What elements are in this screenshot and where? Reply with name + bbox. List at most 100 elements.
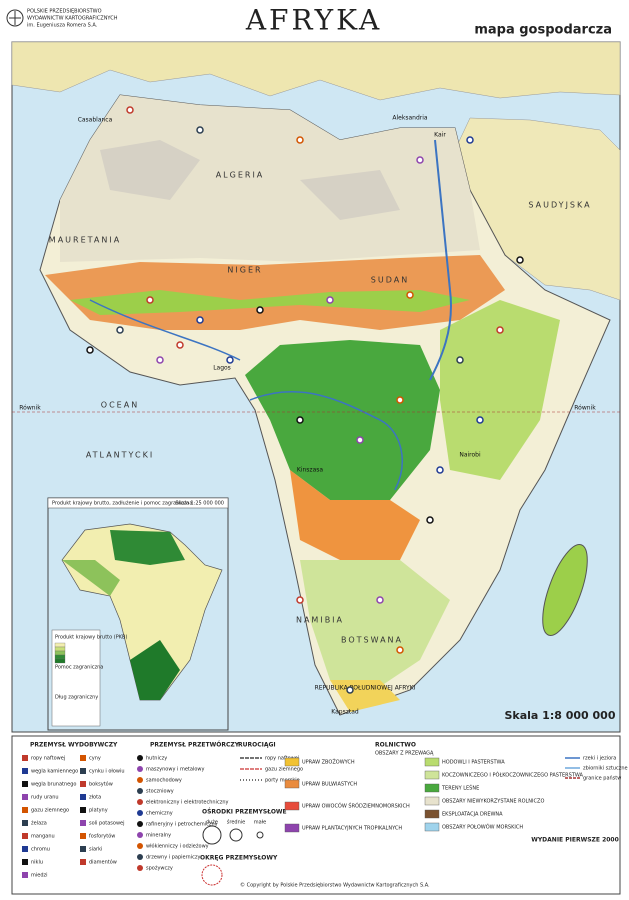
agriculture-swatch	[424, 770, 440, 780]
mining-label: rudy uranu	[31, 795, 59, 801]
mining-label: chromu	[31, 847, 50, 853]
agriculture-swatch	[424, 796, 440, 806]
edition: WYDANIE PIERWSZE 2000	[531, 837, 619, 844]
main-map: Skala 1:8 000 000	[11, 41, 621, 733]
mining-symbol	[22, 820, 28, 826]
east-pasture	[440, 300, 560, 480]
map-label: Lagos	[213, 365, 231, 372]
agriculture-label: UPRAW BULWIASTYCH	[302, 782, 357, 788]
mining-symbol	[22, 794, 28, 800]
mining-label: żelaza	[31, 821, 47, 827]
map-symbol	[456, 356, 464, 364]
center-symbol	[202, 825, 222, 845]
map-symbol	[146, 296, 154, 304]
map-label: Aleksandria	[392, 115, 427, 122]
center-symbol	[229, 828, 243, 842]
legend: PRZEMYSŁ WYDOBYWCZY PRZEMYSŁ PRZETWÓRCZY…	[11, 735, 621, 895]
processing-label: hutniczy	[146, 756, 167, 762]
map-label: Casablanca	[78, 117, 113, 124]
legend-heading: PRZEMYSŁ WYDOBYWCZY	[30, 742, 118, 749]
legend-heading: RUROCIĄGI	[238, 742, 276, 749]
map-symbol	[426, 516, 434, 524]
processing-label: chemiczny	[146, 811, 173, 817]
agriculture-label: UPRAW ZBOŻOWYCH	[302, 759, 355, 766]
sahara	[60, 95, 480, 262]
map-label: ALGERIA	[216, 171, 265, 180]
mining-symbol	[22, 859, 28, 865]
map-label: SUDAN	[371, 276, 409, 285]
mining-symbol	[80, 794, 86, 800]
processing-symbol	[137, 755, 143, 761]
inset-legend-swatch	[54, 650, 66, 656]
map-label: BOTSWANA	[341, 636, 403, 645]
pipeline-label: porty morskie	[265, 778, 300, 784]
map-symbol	[296, 136, 304, 144]
mining-symbol	[80, 781, 86, 787]
agriculture-label: KOCZOWNICZEGO I PÓŁKOCZOWNICZEGO PASTERS…	[442, 772, 584, 779]
inset-legend-swatch	[54, 642, 66, 648]
legend-heading: OKRĘG PRZEMYSŁOWY	[200, 855, 278, 862]
agriculture-label: TERENY LEŚNE	[441, 785, 479, 792]
other-label: granice państw	[583, 775, 621, 782]
processing-symbol	[137, 832, 143, 838]
mining-symbol	[80, 755, 86, 761]
agriculture-label: UPRAW OWOCÓW ŚRÓDZIEMNOMORSKICH	[302, 803, 410, 810]
mining-label: ropy naftowej	[31, 756, 65, 762]
inset-legend-label: Dług zagraniczny	[55, 695, 98, 701]
map-symbol	[406, 291, 414, 299]
mining-label: soli potasowej	[89, 821, 125, 827]
processing-label: maszynowy i metalowy	[146, 767, 204, 773]
processing-label: drzewny i papierniczy	[146, 855, 200, 861]
mining-symbol	[22, 755, 28, 761]
map-symbol	[396, 396, 404, 404]
processing-symbol	[137, 799, 143, 805]
map-symbol	[356, 436, 364, 444]
agriculture-swatch	[284, 823, 300, 833]
processing-label: samochodowy	[146, 778, 182, 784]
map-label: Kair	[434, 132, 446, 139]
map-symbol	[296, 596, 304, 604]
mining-label: boksytów	[89, 781, 113, 788]
map-symbol	[466, 136, 474, 144]
map-symbol	[346, 686, 354, 694]
processing-label: mineralny	[146, 833, 171, 839]
district-symbol	[201, 864, 223, 886]
inset-scale: Skala 1:25 000 000	[175, 501, 224, 507]
map-symbol	[516, 256, 524, 264]
inset-legend-label: Pomoc zagraniczna	[55, 665, 103, 671]
map-label: NIGER	[227, 266, 262, 275]
mining-label: miedzi	[31, 873, 48, 879]
mining-symbol	[22, 846, 28, 852]
other-label: zbiorniki sztuczne	[583, 766, 628, 772]
center-size-label: małe	[254, 820, 266, 826]
map-symbol	[196, 126, 204, 134]
map-label: NAMIBIA	[296, 616, 344, 625]
mining-label: diamentów	[89, 859, 117, 866]
agriculture-swatch	[424, 783, 440, 793]
legend-frame	[11, 735, 621, 895]
mining-label: cynku i ołowiu	[89, 769, 125, 775]
mining-symbol	[80, 859, 86, 865]
inset-legend-swatch	[54, 646, 66, 652]
agriculture-label: OBSZARY NIEWYKORZYSTANE ROLNICZO	[442, 799, 544, 805]
mining-label: gazu ziemnego	[31, 808, 69, 814]
map-symbol	[156, 356, 164, 364]
processing-symbol	[137, 865, 143, 871]
map-symbol	[116, 326, 124, 334]
mining-label: platyny	[89, 808, 108, 814]
processing-label: rafineryjny i petrochemiczny	[146, 822, 218, 828]
inset-legend-label: Produkt krajowy brutto (PKB)	[55, 635, 127, 641]
map-symbol	[496, 326, 504, 334]
agriculture-swatch	[424, 757, 440, 767]
mining-symbol	[22, 781, 28, 787]
map-scale: Skala 1:8 000 000	[505, 709, 616, 722]
pipeline-label: gazu ziemnego	[265, 767, 303, 773]
processing-symbol	[137, 854, 143, 860]
map-symbol	[436, 466, 444, 474]
agriculture-label: OBSZARY POŁOWÓW MORSKICH	[442, 824, 523, 831]
publisher-line: WYDAWNICTW KARTOGRAFICZNYCH	[27, 16, 118, 22]
legend-heading: OŚRODKI PRZEMYSŁOWE	[202, 809, 287, 816]
agriculture-swatch	[284, 779, 300, 789]
center-size-label: duże	[206, 820, 218, 826]
map-label: Równik	[19, 405, 41, 412]
